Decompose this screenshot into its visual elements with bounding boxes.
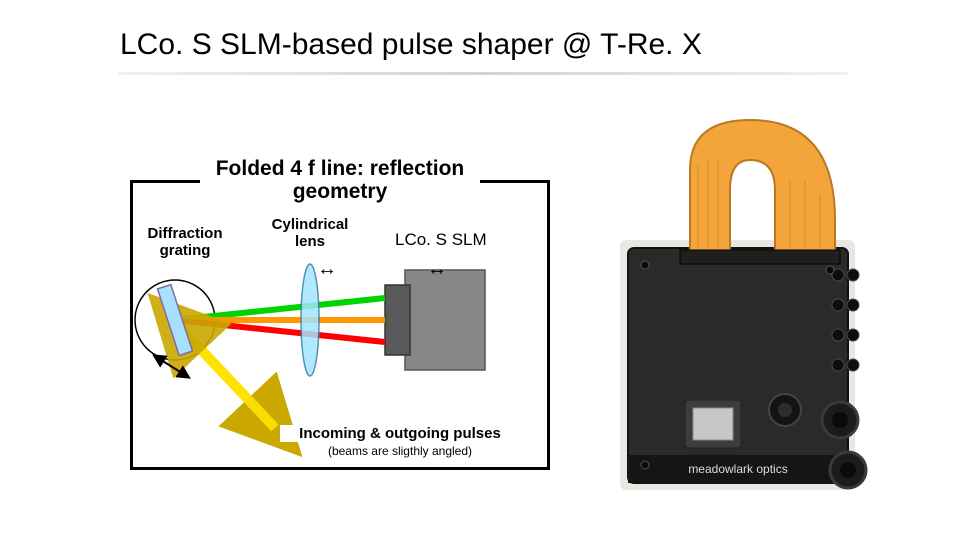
label-diffraction-grating: Diffraction grating <box>140 225 230 260</box>
diagram-subtitle: Folded 4 f line: reflection geometry <box>200 155 480 205</box>
label-lcos-slm: LCo. S SLM <box>395 230 487 250</box>
span-arrow-icon: ↔ <box>427 258 447 281</box>
device-logo-text: meadowlark optics <box>688 462 787 476</box>
page-title: LCo. S SLM-based pulse shaper @ T-Re. X <box>120 28 702 62</box>
span-arrow-icon: ↔ <box>317 258 337 281</box>
label-cylindrical-lens: Cylindrical lens <box>260 216 360 251</box>
label-io-pulses-sub: (beams are sligthly angled) <box>300 444 500 458</box>
label-io-pulses: Incoming & outgoing pulses <box>280 425 520 442</box>
slm-device-photo: meadowlark optics <box>590 110 880 510</box>
title-underline <box>118 72 848 75</box>
